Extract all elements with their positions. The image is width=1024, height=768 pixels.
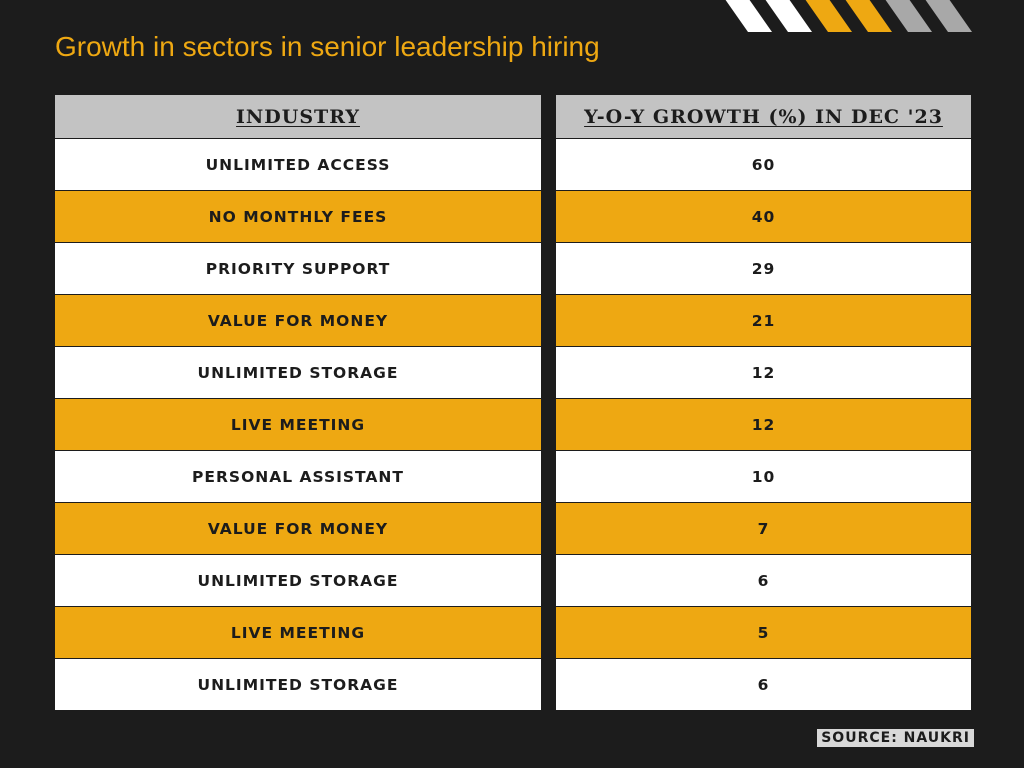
industry-cell: LIVE MEETING (55, 607, 541, 658)
growth-cell: 10 (556, 451, 971, 502)
industry-cell: UNLIMITED STORAGE (55, 347, 541, 398)
growth-cell: 60 (556, 139, 971, 190)
growth-cell: 12 (556, 399, 971, 450)
stripe-6 (925, 0, 972, 32)
growth-cell: 40 (556, 191, 971, 242)
growth-cell: 7 (556, 503, 971, 554)
stripe-4 (845, 0, 892, 32)
industry-cell: PERSONAL ASSISTANT (55, 451, 541, 502)
growth-cell: 6 (556, 555, 971, 606)
growth-cell: 21 (556, 295, 971, 346)
stripe-3 (805, 0, 852, 32)
source-label: SOURCE: NAUKRI (817, 729, 974, 747)
industry-column: INDUSTRY UNLIMITED ACCESS NO MONTHLY FEES… (55, 95, 541, 710)
page-title: Growth in sectors in senior leadership h… (55, 31, 600, 62)
industry-header: INDUSTRY (55, 95, 541, 138)
decorative-stripes (0, 0, 1024, 32)
stripe-2 (765, 0, 812, 32)
growth-column: Y-O-Y GROWTH (%) IN DEC '23 60 40 29 21 12 12… (556, 95, 971, 710)
stripe-1 (725, 0, 772, 32)
growth-cell: 29 (556, 243, 971, 294)
industry-cell: PRIORITY SUPPORT (55, 243, 541, 294)
growth-cell: 12 (556, 347, 971, 398)
industry-cell: NO MONTHLY FEES (55, 191, 541, 242)
growth-header: Y-O-Y GROWTH (%) IN DEC '23 (556, 95, 971, 138)
industry-cell: VALUE FOR MONEY (55, 295, 541, 346)
industry-cell: UNLIMITED STORAGE (55, 659, 541, 710)
industry-cell: UNLIMITED STORAGE (55, 555, 541, 606)
industry-cell: UNLIMITED ACCESS (55, 139, 541, 190)
growth-cell: 5 (556, 607, 971, 658)
growth-cell: 6 (556, 659, 971, 710)
stripe-5 (885, 0, 932, 32)
industry-cell: VALUE FOR MONEY (55, 503, 541, 554)
industry-cell: LIVE MEETING (55, 399, 541, 450)
